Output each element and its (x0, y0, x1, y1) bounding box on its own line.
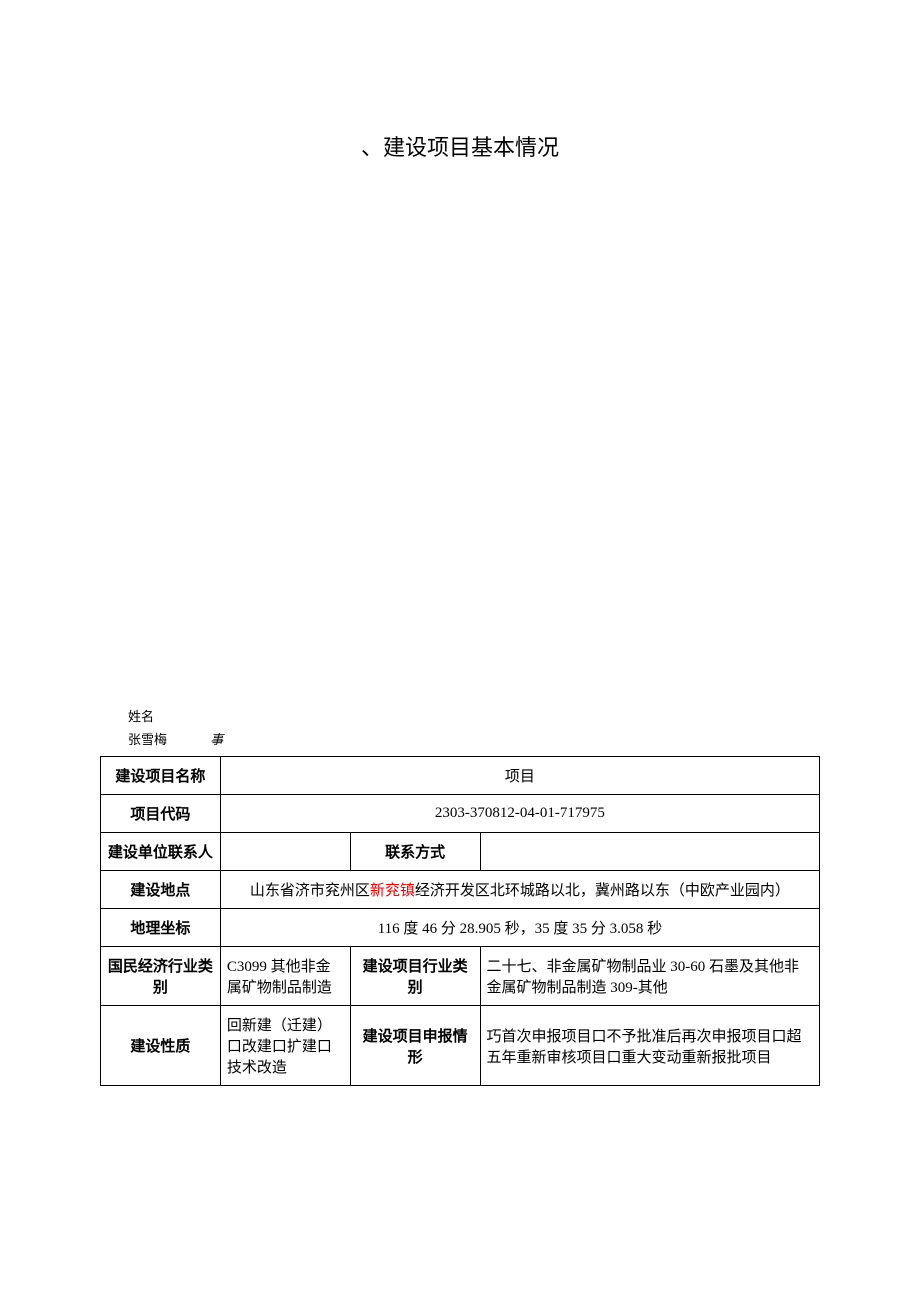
table-row: 建设地点 山东省济市兖州区新兖镇经济开发区北环城路以北，冀州路以东（中欧产业园内… (101, 871, 820, 909)
table-row: 建设项目名称 项目 (101, 757, 820, 795)
project-industry-value: 二十七、非金属矿物制品业 30-60 石墨及其他非金属矿物制品制造 309-其他 (480, 947, 820, 1006)
contact-method-value (480, 833, 820, 871)
contact-person-label: 建设单位联系人 (101, 833, 221, 871)
project-code-value: 2303-370812-04-01-717975 (220, 795, 819, 833)
page-title: 、建设项目基本情况 (0, 130, 920, 162)
application-label: 建设项目申报情形 (350, 1006, 480, 1086)
location-prefix: 山东省济市兖州区 (250, 883, 370, 899)
table-row: 国民经济行业类别 C3099 其他非金属矿物制品制造 建设项目行业类别 二十七、… (101, 947, 820, 1006)
industry-category-label: 国民经济行业类别 (101, 947, 221, 1006)
location-label: 建设地点 (101, 871, 221, 909)
name-row: 张雪梅 事 (128, 728, 223, 751)
location-red: 新兖镇 (370, 883, 415, 899)
project-name-value: 项目 (220, 757, 819, 795)
industry-category-value: C3099 其他非金属矿物制品制造 (220, 947, 350, 1006)
location-value: 山东省济市兖州区新兖镇经济开发区北环城路以北，冀州路以东（中欧产业园内） (220, 871, 819, 909)
project-code-label: 项目代码 (101, 795, 221, 833)
name-label: 姓名 (128, 705, 223, 728)
coordinates-value: 116 度 46 分 28.905 秒，35 度 35 分 3.058 秒 (220, 909, 819, 947)
project-name-label: 建设项目名称 (101, 757, 221, 795)
shi-label: 事 (210, 732, 223, 747)
contact-person-value (220, 833, 350, 871)
nature-label: 建设性质 (101, 1006, 221, 1086)
application-value: 巧首次申报项目口不予批准后再次申报项目口超五年重新审核项目口重大变动重新报批项目 (480, 1006, 820, 1086)
table-row: 项目代码 2303-370812-04-01-717975 (101, 795, 820, 833)
project-info-table: 建设项目名称 项目 项目代码 2303-370812-04-01-717975 … (100, 756, 820, 1086)
contact-method-label: 联系方式 (350, 833, 480, 871)
project-industry-label: 建设项目行业类别 (350, 947, 480, 1006)
small-labels-block: 姓名 张雪梅 事 (128, 705, 223, 752)
nature-value: 回新建（迁建）口改建口扩建口技术改造 (220, 1006, 350, 1086)
table-row: 地理坐标 116 度 46 分 28.905 秒，35 度 35 分 3.058… (101, 909, 820, 947)
table-row: 建设单位联系人 联系方式 (101, 833, 820, 871)
person-name: 张雪梅 (128, 732, 167, 747)
coordinates-label: 地理坐标 (101, 909, 221, 947)
location-suffix: 经济开发区北环城路以北，冀州路以东（中欧产业园内） (415, 883, 790, 899)
table-row: 建设性质 回新建（迁建）口改建口扩建口技术改造 建设项目申报情形 巧首次申报项目… (101, 1006, 820, 1086)
